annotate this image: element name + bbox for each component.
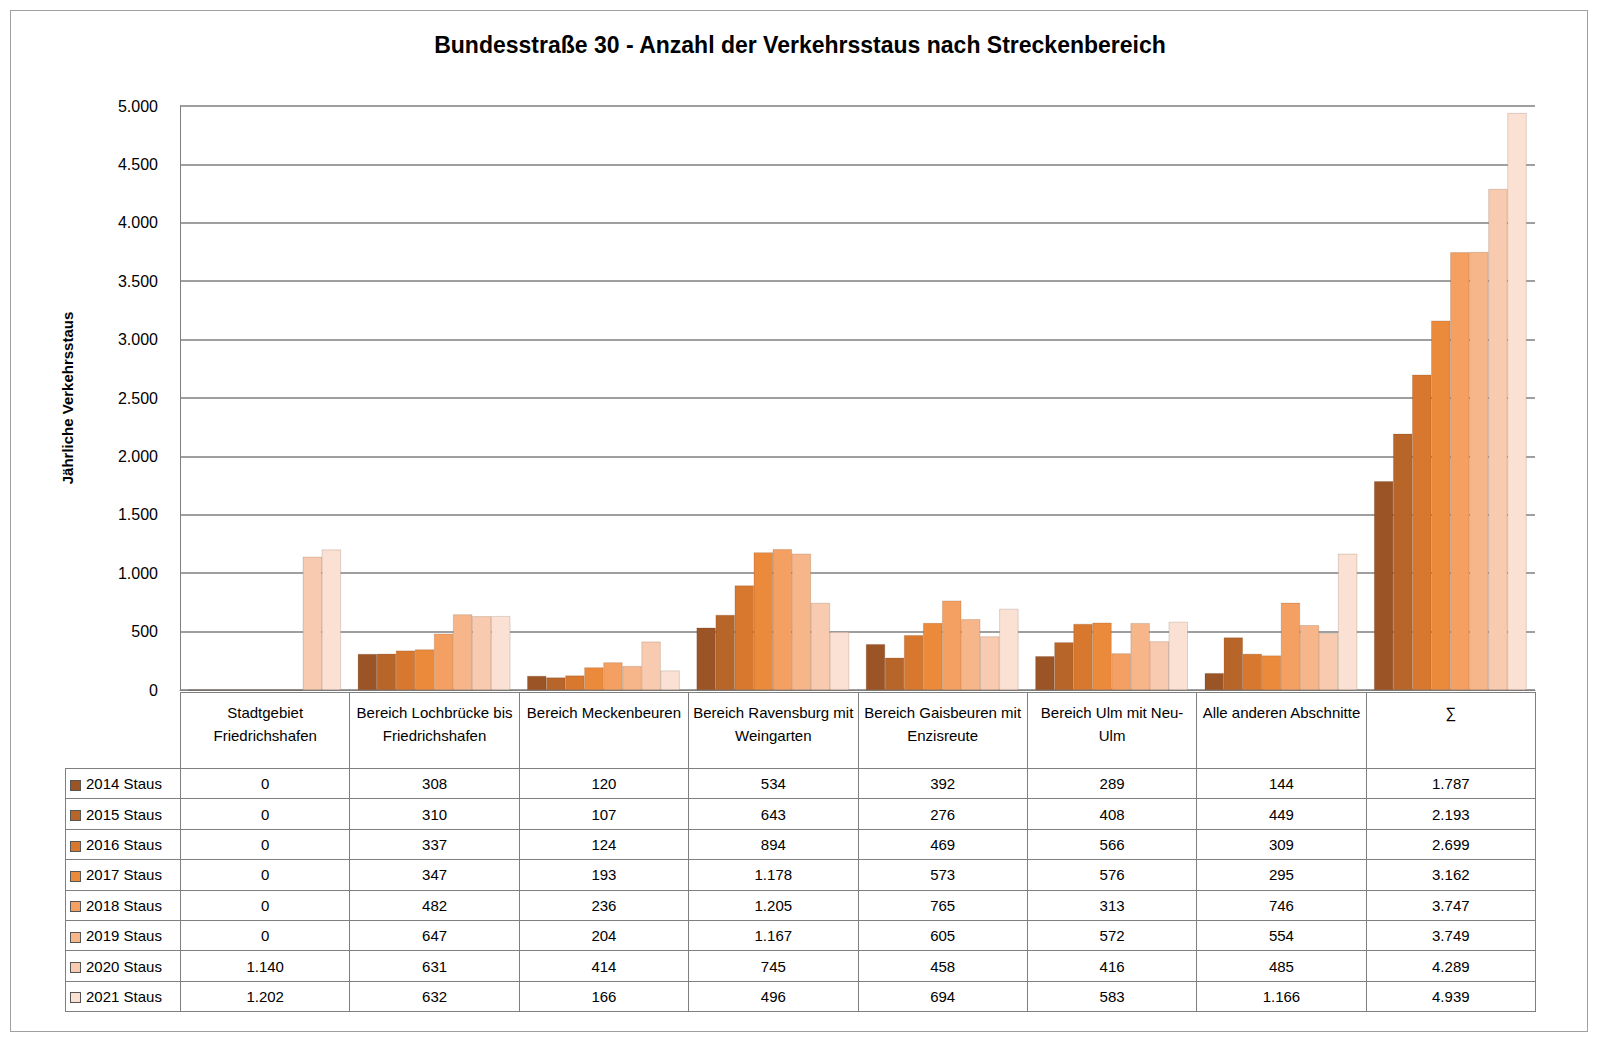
svg-text:4.500: 4.500: [118, 156, 158, 173]
html-text:120: 120: [591, 775, 617, 793]
html-text:632: 632: [422, 987, 448, 1005]
html-text:0: 0: [261, 927, 270, 945]
html-text:643: 643: [760, 805, 786, 823]
html-text:2020 Staus: 2020 Staus: [86, 957, 162, 975]
html-text:554: 554: [1268, 927, 1294, 945]
html-text:337: 337: [422, 836, 448, 853]
html-text:2.699: 2.699: [1432, 836, 1470, 853]
html-text:204: 204: [591, 927, 617, 945]
html-text:449: 449: [1268, 805, 1294, 823]
html-text:1.140: 1.140: [246, 957, 284, 975]
html-text:309: 309: [1268, 836, 1294, 853]
html-text:416: 416: [1099, 957, 1125, 975]
html-text:573: 573: [930, 866, 956, 884]
html-text:0: 0: [261, 896, 270, 914]
html-text:2017 Staus: 2017 Staus: [86, 866, 162, 884]
svg-text:3.500: 3.500: [118, 273, 158, 290]
svg-text:Bundesstraße 30 - Anzahl der V: Bundesstraße 30 - Anzahl der Verkehrssta…: [434, 32, 1166, 58]
html-text:1.167: 1.167: [754, 927, 793, 945]
svg-text:1.000: 1.000: [118, 565, 158, 582]
svg-text:2.000: 2.000: [118, 448, 158, 465]
svg-text:5.000: 5.000: [118, 98, 158, 115]
html-text:631: 631: [422, 957, 448, 975]
html-text:Bereich Ravensburg mit Weingar: Bereich Ravensburg mit Weingarten: [693, 704, 854, 744]
html-text:Bereich Ulm mit Neu-Ulm: Bereich Ulm mit Neu-Ulm: [1040, 704, 1184, 744]
html-text:2.193: 2.193: [1432, 805, 1470, 823]
svg-text:1.500: 1.500: [118, 506, 158, 523]
html-text:458: 458: [930, 957, 956, 975]
html-text:576: 576: [1099, 866, 1125, 884]
html-text:Bereich Meckenbeuren: Bereich Meckenbeuren: [526, 704, 682, 721]
html-text:4.289: 4.289: [1432, 957, 1470, 975]
html-text:566: 566: [1099, 836, 1125, 853]
html-text:313: 313: [1099, 896, 1125, 914]
html-text:107: 107: [591, 805, 617, 823]
html-text:Alle anderen Abschnitte: Alle anderen Abschnitte: [1202, 704, 1361, 721]
html-text:694: 694: [930, 987, 956, 1005]
html-text:1.202: 1.202: [246, 987, 284, 1005]
html-text:166: 166: [591, 987, 617, 1005]
html-text:124: 124: [591, 836, 617, 853]
svg-text:Jährliche Verkehrsstaus: Jährliche Verkehrsstaus: [59, 312, 76, 485]
html-text:Bereich Lochbrücke bis Friedri: Bereich Lochbrücke bis Friedrichshafen: [356, 704, 513, 744]
html-text:2016 Staus: 2016 Staus: [86, 836, 162, 853]
html-text:0: 0: [261, 805, 270, 823]
html-text:3.749: 3.749: [1432, 927, 1470, 945]
html-text:Stadtgebiet Friedrichshafen: Stadtgebiet Friedrichshafen: [213, 704, 317, 744]
html-text:1.787: 1.787: [1432, 775, 1470, 793]
html-text:485: 485: [1268, 957, 1294, 975]
html-text:482: 482: [422, 896, 448, 914]
html-text:572: 572: [1099, 927, 1125, 945]
svg-text:0: 0: [149, 682, 158, 699]
html-text:0: 0: [261, 866, 270, 884]
html-text:289: 289: [1099, 775, 1125, 793]
html-text:1.178: 1.178: [754, 866, 793, 884]
html-text:414: 414: [591, 957, 617, 975]
html-text:745: 745: [760, 957, 786, 975]
html-text:1.166: 1.166: [1262, 987, 1301, 1005]
html-text:0: 0: [261, 775, 270, 793]
html-text:144: 144: [1268, 775, 1294, 793]
html-text:308: 308: [422, 775, 448, 793]
html-text:765: 765: [930, 896, 956, 914]
html-text:2014 Staus: 2014 Staus: [86, 775, 162, 793]
html-text:295: 295: [1268, 866, 1294, 884]
html-text:1.205: 1.205: [754, 896, 793, 914]
html-text:0: 0: [261, 836, 270, 853]
html-text:2021 Staus: 2021 Staus: [86, 987, 162, 1005]
svg-text:500: 500: [131, 623, 158, 640]
html-text:647: 647: [422, 927, 448, 945]
html-text:583: 583: [1099, 987, 1125, 1005]
html-text:496: 496: [760, 987, 786, 1005]
svg-text:2.500: 2.500: [118, 390, 158, 407]
html-text:3.747: 3.747: [1432, 896, 1470, 914]
html-text:310: 310: [422, 805, 448, 823]
html-text:236: 236: [591, 896, 617, 914]
html-text:2019 Staus: 2019 Staus: [86, 927, 162, 945]
html-text:605: 605: [930, 927, 956, 945]
html-text:2015 Staus: 2015 Staus: [86, 805, 162, 823]
html-text:469: 469: [930, 836, 956, 853]
html-text:347: 347: [422, 866, 448, 884]
html-text:408: 408: [1099, 805, 1125, 823]
svg-text:3.000: 3.000: [118, 331, 158, 348]
html-text:4.939: 4.939: [1432, 987, 1470, 1005]
html-text:534: 534: [760, 775, 786, 793]
html-text:193: 193: [591, 866, 617, 884]
html-text:276: 276: [930, 805, 956, 823]
html-text:392: 392: [930, 775, 956, 793]
html-text:Bereich Gaisbeuren mit Enzisre: Bereich Gaisbeuren mit Enzisreute: [864, 704, 1022, 744]
svg-text:4.000: 4.000: [118, 214, 158, 231]
html-text:3.162: 3.162: [1432, 866, 1470, 884]
html-text:2018 Staus: 2018 Staus: [86, 896, 162, 914]
html-text:746: 746: [1268, 896, 1294, 914]
html-text:894: 894: [760, 836, 786, 853]
